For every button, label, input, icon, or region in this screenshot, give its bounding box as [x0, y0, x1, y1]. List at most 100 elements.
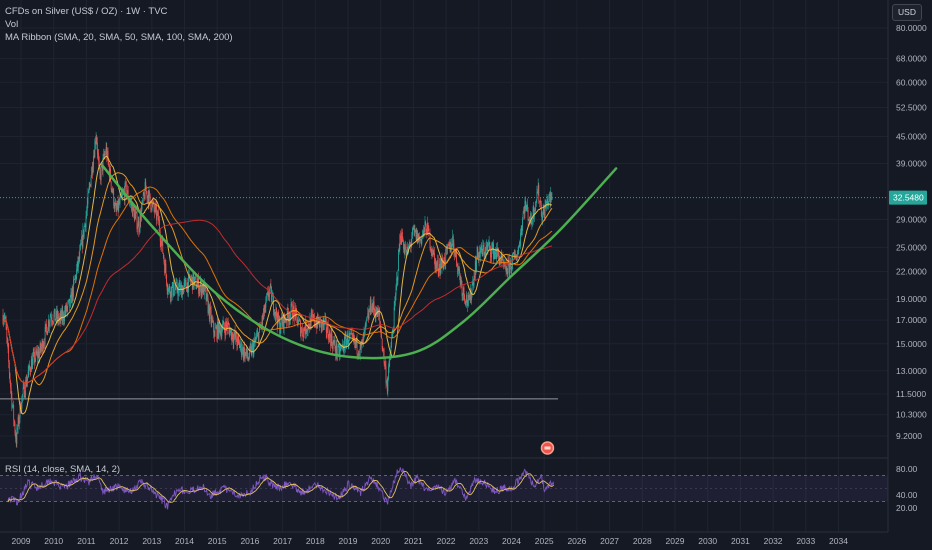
candle [350, 332, 352, 335]
candle-body [363, 332, 365, 334]
candle [96, 136, 98, 159]
currency-button[interactable]: USD [892, 4, 922, 21]
candle [170, 286, 172, 305]
candle [228, 323, 230, 338]
candle-body [447, 244, 449, 246]
candle [452, 234, 454, 249]
candle [140, 207, 142, 228]
candle-body [42, 345, 44, 352]
time-tick-label: 2027 [600, 536, 619, 546]
candle [73, 276, 74, 301]
candle [34, 357, 36, 366]
candle [491, 242, 493, 262]
candle-body [472, 280, 474, 285]
candle [373, 296, 375, 317]
candle-body [393, 307, 395, 330]
candle [31, 353, 33, 370]
candle [273, 292, 274, 316]
candle-body [394, 301, 396, 308]
candle-body [176, 282, 177, 283]
candle-body [27, 371, 29, 377]
candle [119, 193, 121, 208]
candle-body [191, 276, 193, 279]
candle [237, 333, 239, 345]
candle-body [523, 209, 525, 214]
candle-body [526, 204, 528, 208]
candle [107, 147, 109, 166]
candle-body [142, 192, 144, 201]
candle [244, 348, 246, 362]
candle-body [210, 310, 212, 323]
candle-body [436, 265, 438, 268]
candle [90, 175, 92, 188]
candle-body [210, 307, 211, 311]
candle [179, 280, 181, 295]
candle-body [515, 258, 517, 261]
candle-body [292, 316, 294, 320]
candle-body [88, 190, 89, 193]
candle-body [484, 252, 486, 255]
candle-body [495, 254, 497, 259]
candle [238, 335, 240, 345]
candle [420, 238, 422, 248]
ma-ribbon-label[interactable]: MA Ribbon (SMA, 20, SMA, 50, SMA, 100, S… [5, 32, 233, 43]
symbol-title[interactable]: CFDs on Silver (US$ / OZ) · 1W · TVC [5, 6, 168, 17]
event-marker-icon[interactable] [540, 441, 555, 455]
candle [481, 242, 482, 254]
candle-body [215, 326, 217, 328]
candle [206, 287, 208, 302]
candle-body [340, 347, 342, 350]
candle-body [252, 343, 254, 354]
candle [371, 306, 372, 314]
candle-body [117, 200, 119, 211]
candle-body [301, 328, 303, 336]
candle [391, 329, 393, 339]
candle-body [332, 343, 333, 349]
candle [203, 281, 205, 296]
candle-body [405, 246, 406, 248]
candle-body [133, 204, 135, 210]
candle [404, 241, 406, 259]
candle-body [9, 373, 11, 382]
candle-body [41, 340, 43, 348]
candle-body [37, 351, 39, 358]
candle-body [285, 320, 287, 322]
candle-body [192, 273, 194, 290]
time-tick-label: 2025 [535, 536, 554, 546]
candle-body [112, 189, 113, 193]
candle-body [409, 243, 411, 245]
candle [517, 246, 519, 255]
rsi-panel [0, 467, 888, 510]
candle-body [283, 314, 285, 329]
candle-body [403, 249, 405, 253]
candle-body [302, 335, 304, 338]
candle-body [474, 261, 476, 279]
candle-body [35, 350, 37, 355]
price-axis[interactable]: 80.0000 68.0000 60.0000 52.5000 45.0000 39.00… [889, 23, 927, 441]
candle [513, 252, 515, 255]
candle [493, 249, 495, 261]
time-axis[interactable]: 2009 2010 2011 2012 2013 2014 2015 2016 2017 2018… [12, 536, 849, 546]
candle [545, 200, 547, 212]
candle [154, 203, 156, 215]
candle-body [33, 351, 35, 354]
candle [137, 215, 139, 227]
candle-body [228, 327, 230, 336]
candle-body [247, 356, 249, 359]
candle-body [340, 346, 342, 348]
candle [4, 312, 6, 322]
candle-body [244, 347, 245, 359]
candle [372, 302, 374, 314]
candle [45, 323, 47, 332]
candle [145, 185, 147, 195]
candle [118, 198, 120, 213]
candle-body [414, 228, 416, 232]
rsi-legend[interactable]: RSI (14, close, SMA, 14, 2) [5, 464, 121, 475]
volume-label[interactable]: Vol [5, 19, 19, 30]
candle [341, 343, 343, 352]
candle-body [34, 359, 36, 363]
candle [143, 191, 145, 196]
candle-body [78, 256, 80, 259]
candle-body [280, 317, 282, 329]
